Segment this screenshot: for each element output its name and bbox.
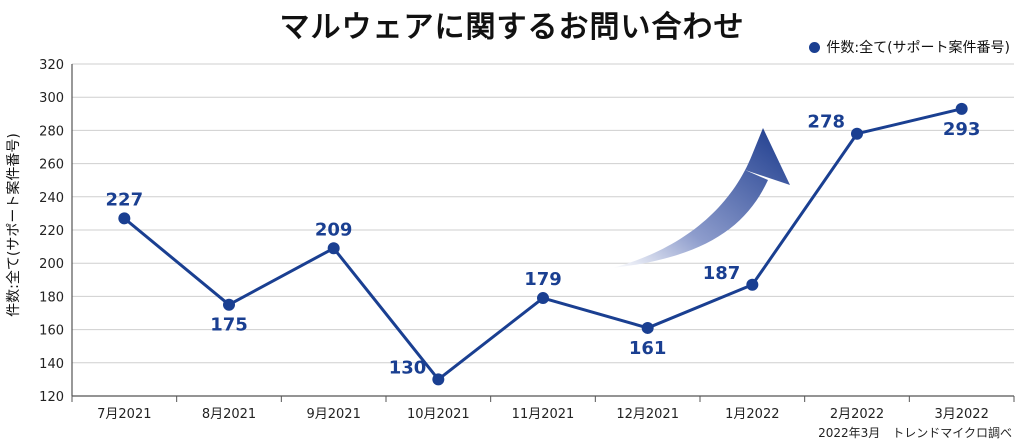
- data-point: [223, 298, 235, 311]
- data-point: [641, 321, 654, 334]
- y-tick-label: 140: [39, 357, 64, 372]
- data-label: 293: [943, 119, 981, 140]
- chart-title: マルウェアに関するお問い合わせ: [279, 10, 745, 45]
- data-point: [327, 242, 340, 255]
- trend-arrow-icon: [612, 128, 790, 268]
- x-tick-label: 2月2022: [830, 407, 884, 422]
- source-note: 2022年3月 トレンドマイクロ調べ: [818, 426, 1012, 440]
- x-tick-label: 9月2021: [306, 407, 360, 422]
- x-tick-label: 11月2021: [512, 407, 575, 422]
- legend-label: 件数:全て(サポート案件番号): [826, 40, 1010, 56]
- x-tick-label: 8月2021: [202, 407, 256, 422]
- y-tick-label: 320: [39, 58, 64, 73]
- y-tick-label: 200: [39, 257, 64, 272]
- legend: 件数:全て(サポート案件番号): [809, 37, 1010, 57]
- y-tick-label: 240: [39, 191, 64, 206]
- data-label: 161: [629, 338, 667, 359]
- data-label: 179: [524, 269, 562, 290]
- data-label: 175: [210, 315, 248, 336]
- y-tick-label: 280: [39, 124, 64, 139]
- data-label: 187: [703, 263, 741, 284]
- data-point: [432, 373, 445, 386]
- data-label: 278: [807, 112, 845, 133]
- data-point: [851, 127, 863, 140]
- y-tick-label: 180: [39, 290, 64, 305]
- series-line: [123, 107, 963, 381]
- x-tick-label: 3月2022: [934, 407, 988, 422]
- x-tick-label: 1月2022: [725, 407, 779, 422]
- x-tick-label: 10月2021: [407, 407, 470, 422]
- y-tick-label: 220: [39, 224, 64, 239]
- data-point: [537, 292, 549, 305]
- x-tick-label: 12月2021: [616, 407, 679, 422]
- x-tick-label: 7月2021: [97, 407, 151, 422]
- y-tick-label: 120: [39, 390, 64, 405]
- data-point: [746, 278, 759, 291]
- data-label: 227: [106, 189, 144, 210]
- data-label: 130: [389, 357, 427, 378]
- data-point: [955, 102, 968, 115]
- y-tick-label: 160: [39, 324, 64, 339]
- y-tick-label: 260: [39, 158, 64, 173]
- y-tick-label: 300: [39, 91, 64, 106]
- data-label: 209: [315, 219, 353, 240]
- legend-swatch: [809, 41, 821, 53]
- data-point: [118, 212, 131, 225]
